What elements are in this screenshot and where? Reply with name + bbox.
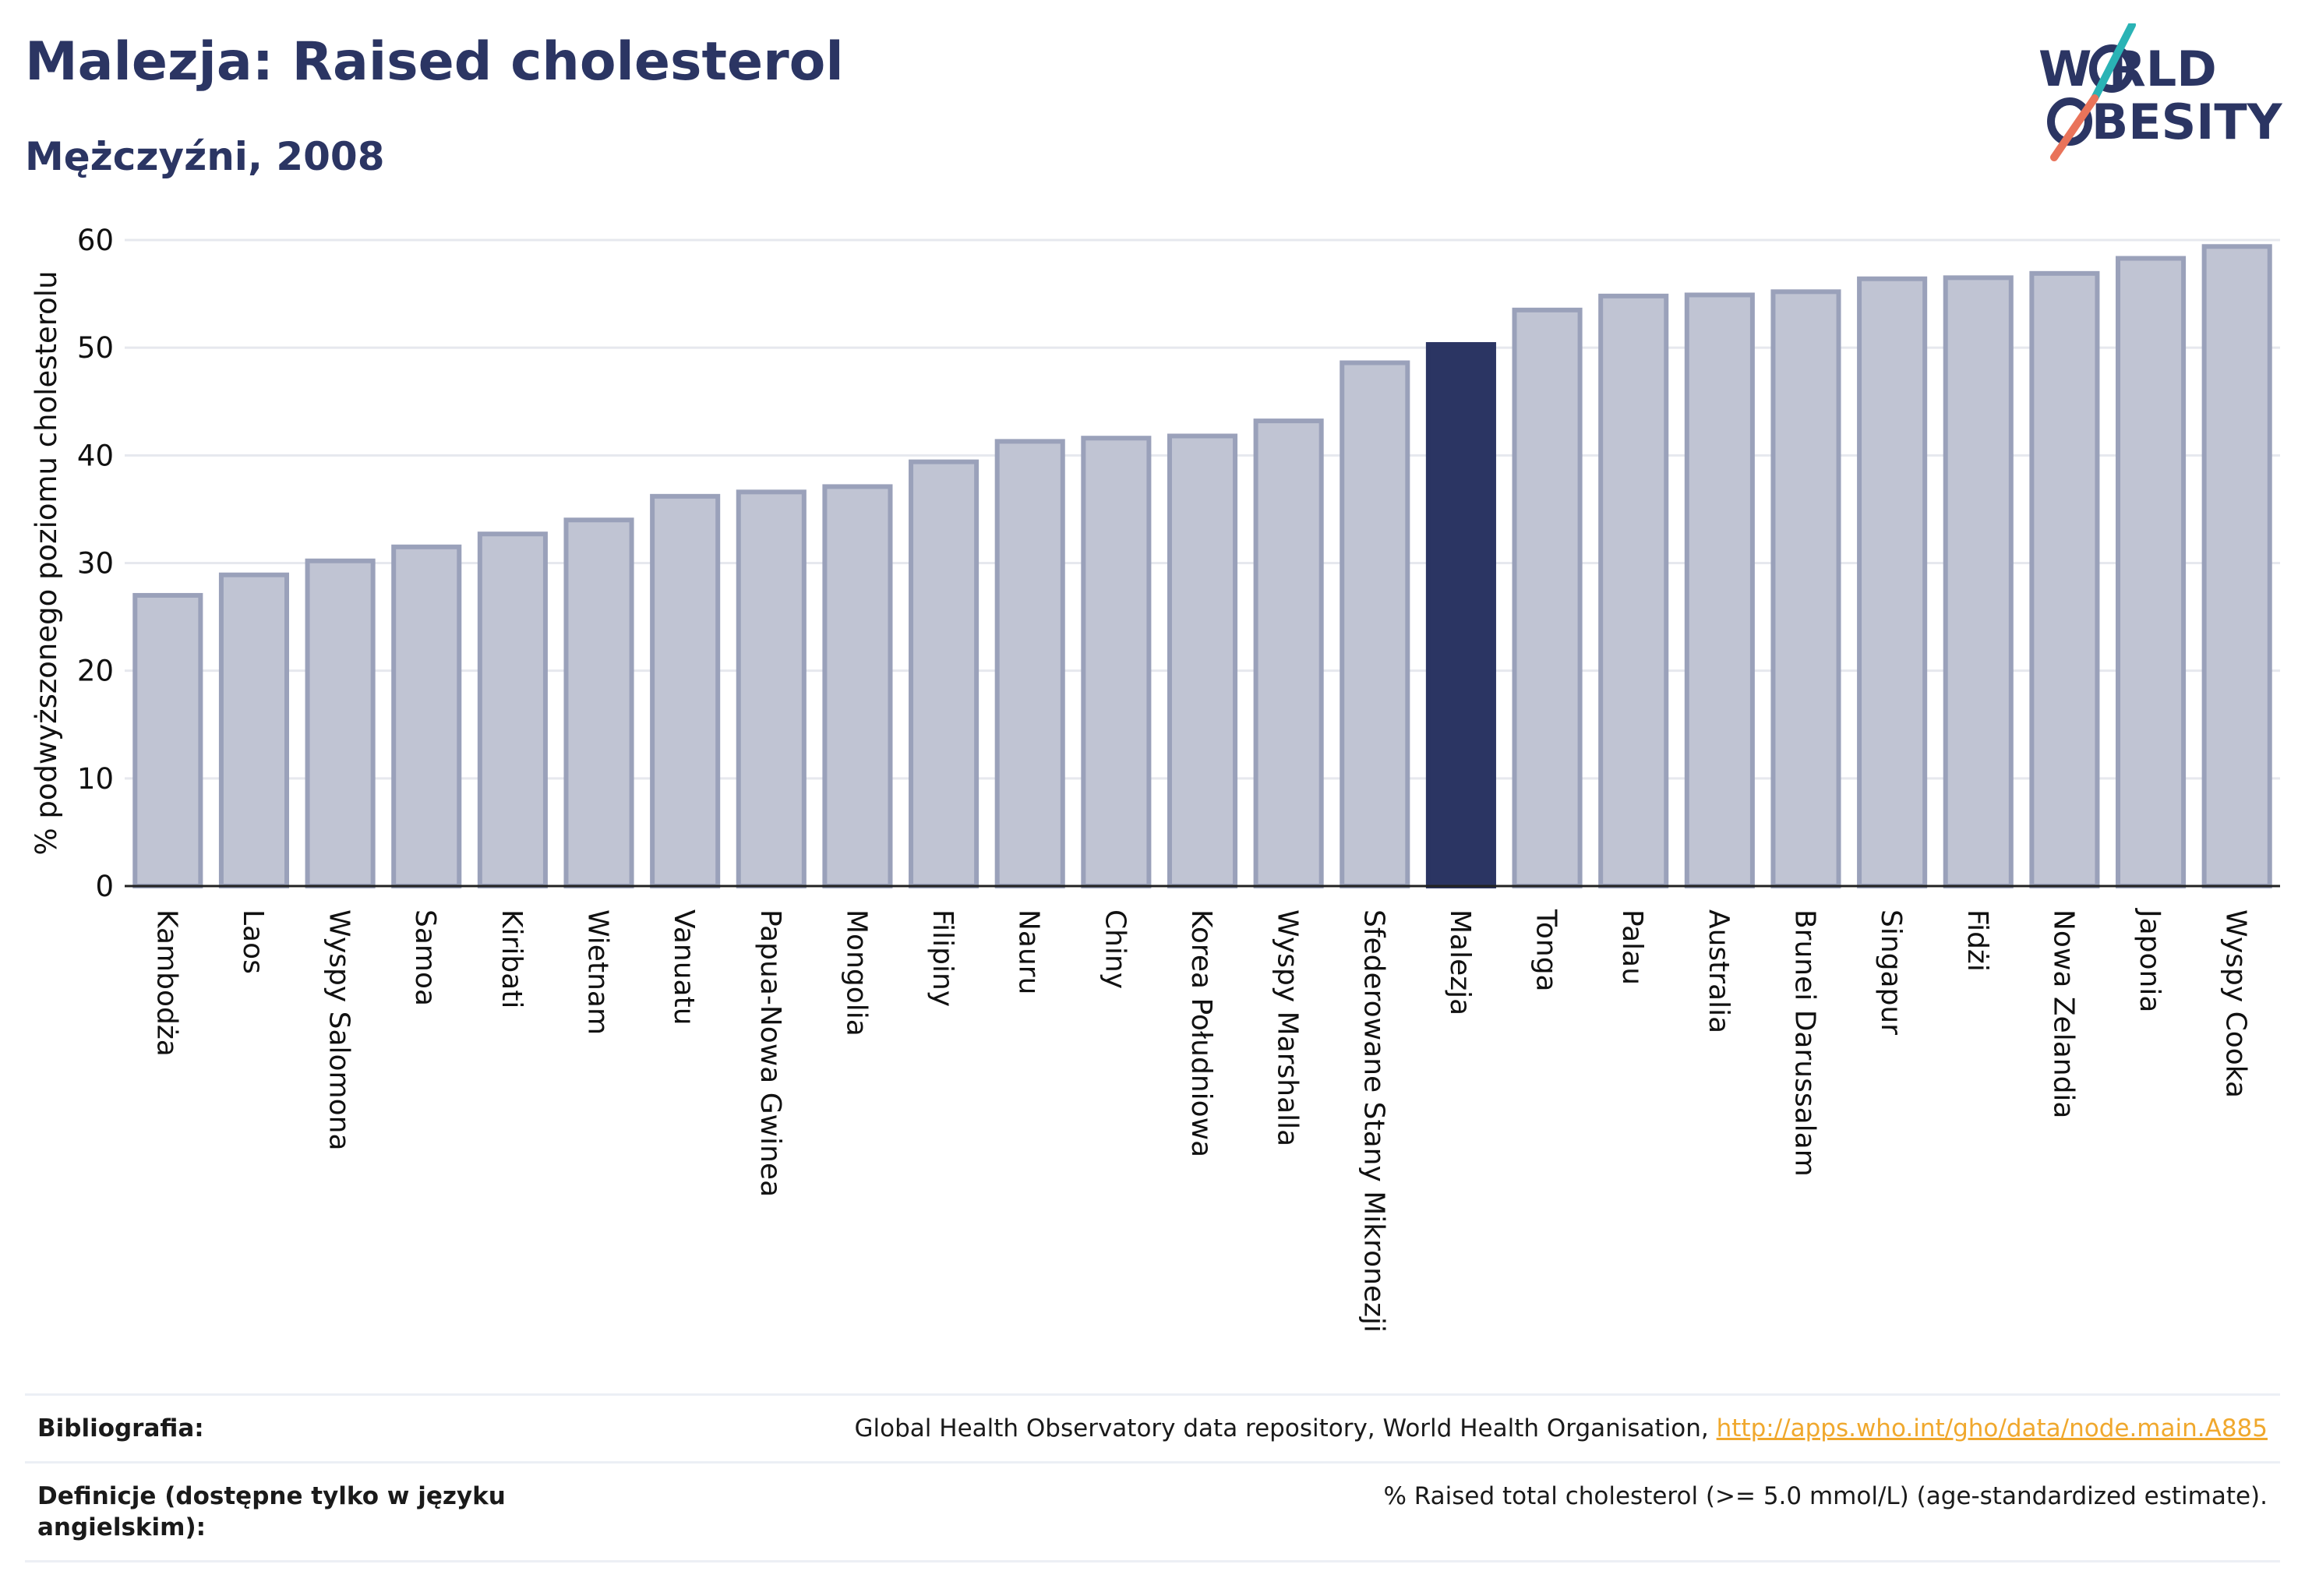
- bar: [563, 517, 634, 888]
- x-tick-label: Wyspy Cooka: [2220, 909, 2252, 1098]
- logo-o-bottom: [2047, 97, 2092, 146]
- x-tick-label: Kiribati: [496, 909, 528, 1008]
- x-tick-label: Filipiny: [927, 909, 958, 1007]
- bar: [305, 558, 376, 889]
- bar: [1340, 360, 1410, 888]
- y-axis-label: % podwyższonego poziomu cholesterolu: [30, 270, 63, 855]
- bar: [2201, 244, 2272, 889]
- logo-slash-bottom: [2050, 94, 2099, 161]
- bar: [1253, 418, 1324, 888]
- x-tick-label: Malezja: [1444, 909, 1476, 1015]
- bar: [1512, 307, 1583, 888]
- bar: [1857, 276, 1928, 888]
- x-tick-label: Tonga: [1530, 909, 1562, 992]
- definitions-row: Definicje (dostępne tylko w języku angie…: [25, 1461, 2280, 1562]
- x-tick-label: Sfederowane Stany Mikronezji: [1357, 909, 1389, 1333]
- x-tick-label: Japonia: [2134, 908, 2166, 1012]
- y-tick-label: 50: [77, 331, 114, 365]
- bar: [2115, 256, 2187, 888]
- y-tick-label: 40: [77, 439, 114, 472]
- bar: [218, 572, 290, 888]
- x-tick-label: Samoa: [409, 909, 441, 1006]
- x-tick-label: Vanuatu: [668, 909, 700, 1026]
- bar: [1684, 292, 1755, 888]
- logo-o-top: [2089, 44, 2134, 93]
- bar-highlight: [1425, 342, 1496, 888]
- bar: [1167, 433, 1238, 888]
- bar: [909, 459, 980, 888]
- world-obesity-logo: W RLD BESITY: [2038, 23, 2283, 161]
- bars: [132, 244, 2272, 889]
- bar: [1081, 436, 1152, 888]
- x-tick-label: Laos: [237, 909, 269, 974]
- x-tick-label: Nauru: [1013, 909, 1045, 994]
- bar: [1598, 293, 1669, 888]
- bar: [822, 484, 893, 888]
- x-tick-label: Wietnam: [582, 909, 614, 1035]
- bar: [1770, 289, 1841, 888]
- x-tick-label: Nowa Zelandia: [2047, 909, 2079, 1119]
- x-tick-label: Korea Południowa: [1185, 909, 1217, 1157]
- bar: [477, 531, 548, 888]
- bar: [736, 489, 807, 888]
- logo-line-2: BESITY: [2091, 94, 2283, 150]
- x-tick-label: Australia: [1703, 909, 1735, 1033]
- bar: [132, 592, 203, 888]
- definitions-value: % Raised total cholesterol (>= 5.0 mmol/…: [1383, 1482, 2268, 1510]
- x-tick-label: Papua-Nowa Gwinea: [754, 909, 786, 1197]
- x-tick-label: Kambodża: [150, 909, 182, 1057]
- bibliography-text: Global Health Observatory data repositor…: [854, 1414, 1717, 1442]
- bibliography-value: Global Health Observatory data repositor…: [855, 1413, 2268, 1444]
- bar: [1943, 275, 2014, 888]
- bar: [391, 544, 462, 889]
- x-tick-label: Palau: [1616, 909, 1648, 985]
- y-tick-label: 20: [77, 655, 114, 688]
- y-axis-ticks: 0 10 20 30 40 50 60: [77, 224, 114, 903]
- bar: [650, 493, 721, 888]
- x-tick-label: Mongolia: [840, 909, 872, 1036]
- definitions-label: Definicje (dostępne tylko w języku angie…: [37, 1482, 506, 1541]
- reference-table: Bibliografia: Global Health Observatory …: [25, 1393, 2280, 1562]
- y-tick-label: 60: [77, 224, 114, 257]
- chart-title: Malezja: Raised cholesterol: [25, 31, 844, 93]
- bibliography-row: Bibliografia: Global Health Observatory …: [25, 1393, 2280, 1461]
- x-tick-label: Chiny: [1099, 909, 1131, 989]
- bibliography-link[interactable]: http://apps.who.int/gho/data/node.main.A…: [1716, 1414, 2268, 1442]
- logo-slash-top: [2091, 23, 2136, 102]
- x-tick-label: Fidżi: [1961, 909, 1993, 972]
- y-tick-label: 10: [77, 762, 114, 796]
- x-tick-label: Singapur: [1875, 909, 1907, 1035]
- y-tick-label: 0: [95, 870, 114, 903]
- x-tick-label: Brunei Darussalam: [1788, 909, 1820, 1177]
- x-tick-label: Wyspy Salomona: [323, 909, 355, 1151]
- chart-subtitle: Mężczyźni, 2008: [25, 134, 385, 179]
- y-tick-label: 30: [77, 547, 114, 581]
- bibliography-label: Bibliografia:: [37, 1414, 204, 1442]
- bar: [994, 439, 1065, 888]
- x-tick-label: Wyspy Marshalla: [1272, 909, 1304, 1146]
- bar: [2029, 270, 2100, 888]
- x-axis-labels: Kambodża Laos Wyspy Salomona Samoa Kiribati W…: [150, 908, 2251, 1333]
- bar-chart: 0 10 20 30 40 50 60 Kambodża Laos Wyspy Salomona…: [30, 224, 2280, 1333]
